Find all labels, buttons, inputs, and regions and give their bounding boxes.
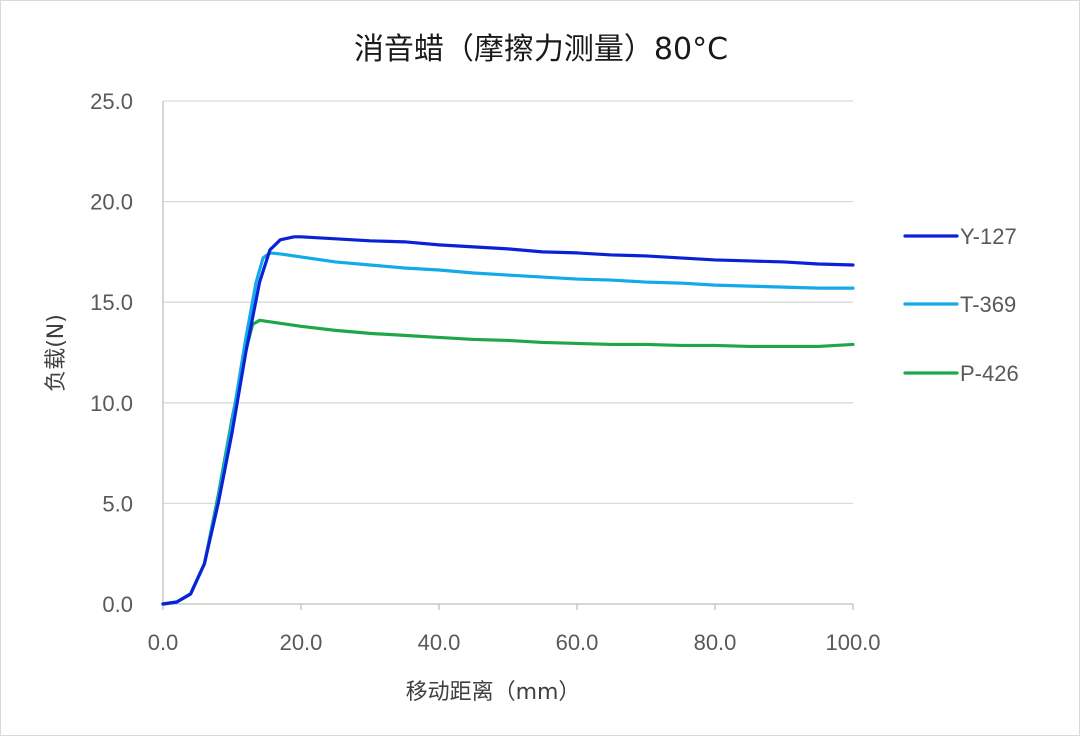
- legend: Y-127 T-369 P-426: [903, 224, 1019, 386]
- y-tick-label: 10.0: [90, 391, 133, 416]
- legend-item-t-369: T-369: [903, 292, 1016, 317]
- y-tick-label: 20.0: [90, 190, 133, 215]
- x-tick-label: 80.0: [694, 630, 737, 655]
- series-line-y-127: [161, 235, 855, 606]
- x-tick-label: 40.0: [418, 630, 461, 655]
- x-tick-label: 60.0: [556, 630, 599, 655]
- y-tick-label: 5.0: [102, 491, 133, 516]
- legend-label: Y-127: [960, 224, 1017, 249]
- series-line-t-369: [161, 251, 855, 606]
- chart-title: 消音蜡（摩擦力测量）80°C: [354, 32, 728, 67]
- legend-label: T-369: [960, 292, 1016, 317]
- y-axis-title: 负载(N): [44, 314, 69, 392]
- tick-layer: 0.0 5.0 10.0 15.0 20.0 25.0 0.0 20.0 40.0 60.0 80.…: [90, 89, 880, 655]
- x-tick-label: 0.0: [148, 630, 179, 655]
- series-layer: [161, 235, 855, 606]
- legend-item-y-127: Y-127: [903, 224, 1017, 249]
- grid-layer: [162, 100, 854, 610]
- y-tick-label: 0.0: [102, 592, 133, 617]
- legend-label: P-426: [960, 361, 1019, 386]
- y-tick-label: 25.0: [90, 89, 133, 114]
- legend-item-p-426: P-426: [903, 361, 1019, 386]
- series-line-p-426: [161, 318, 855, 606]
- x-axis-title: 移动距离（mm）: [406, 680, 581, 705]
- x-tick-label: 20.0: [280, 630, 323, 655]
- x-tick-label: 100.0: [825, 630, 880, 655]
- y-tick-label: 15.0: [90, 290, 133, 315]
